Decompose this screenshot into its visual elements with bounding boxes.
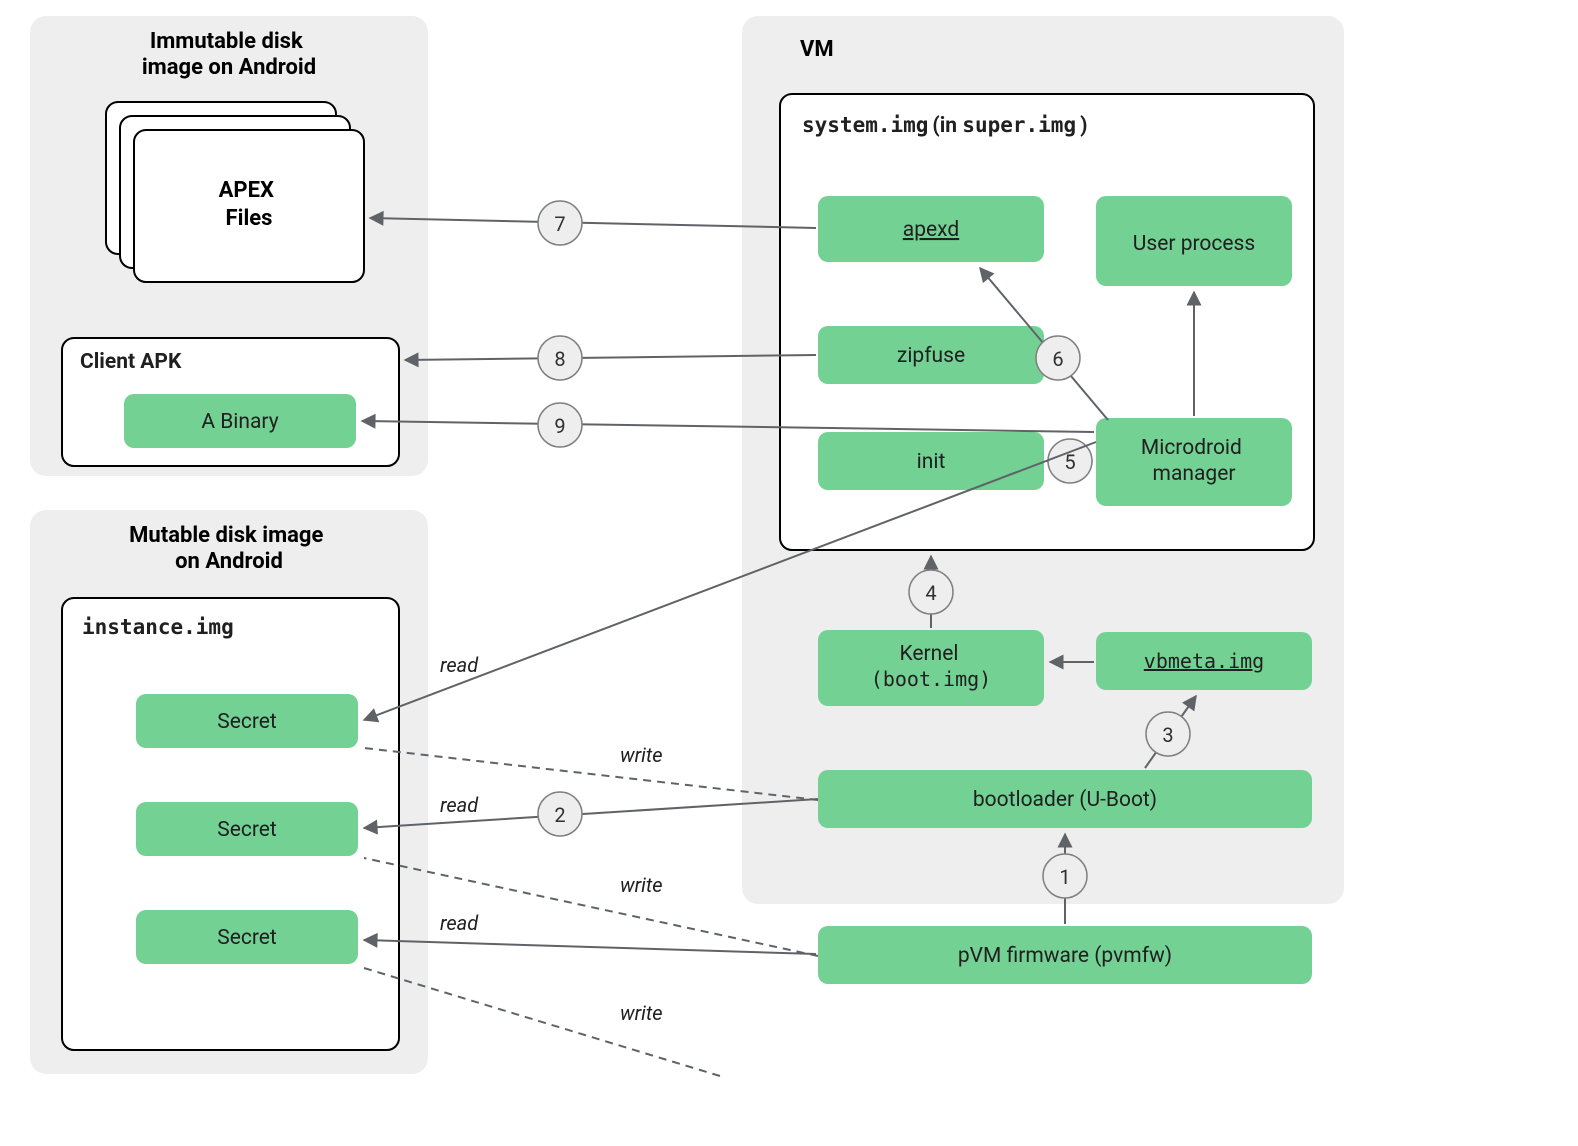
- secret1-label: Secret: [217, 710, 277, 734]
- system-img-label: system.img (in super.img ): [802, 113, 1087, 138]
- edge-write2-label: write: [620, 873, 663, 897]
- secret2-label: Secret: [217, 818, 277, 842]
- region-immutable-title: Immutable disk image on Android: [142, 29, 316, 80]
- step-1-label: 1: [1059, 865, 1070, 889]
- secret3-label: Secret: [217, 926, 277, 950]
- edge-pvmfw-secret3-label: read: [440, 911, 479, 935]
- edge-mgr-secret1-label: read: [440, 653, 479, 677]
- apex-files-stack: APEX Files: [106, 102, 364, 282]
- user-process-label: User process: [1133, 232, 1255, 256]
- instance-img-label: instance.img: [82, 615, 234, 639]
- apexd-label: apexd: [903, 218, 959, 242]
- edge-2-read-label: read: [440, 793, 479, 817]
- pvmfw-label: pVM firmware (pvmfw): [958, 944, 1172, 968]
- client-apk-label: Client APK: [80, 350, 182, 374]
- bootloader-label: bootloader (U-Boot): [973, 788, 1157, 812]
- init-label: init: [917, 450, 946, 474]
- step-8-label: 8: [554, 347, 565, 371]
- diagram-canvas: Immutable disk image on Android Mutable …: [0, 0, 1578, 1146]
- edge-write3-label: write: [620, 1001, 663, 1025]
- region-vm-title: VM: [800, 37, 834, 62]
- edge-pvmfw-secret3: [364, 940, 816, 954]
- zipfuse-label: zipfuse: [897, 344, 965, 368]
- step-2-label: 2: [554, 803, 565, 827]
- edge-write1-label: write: [620, 743, 663, 767]
- step-7-label: 7: [554, 212, 565, 236]
- step-6-label: 6: [1052, 347, 1063, 371]
- step-4-label: 4: [925, 581, 936, 605]
- step-9-label: 9: [554, 414, 565, 438]
- vbmeta-label: vbmeta.img: [1144, 649, 1264, 673]
- step-3-label: 3: [1162, 723, 1173, 747]
- a-binary-label: A Binary: [201, 410, 278, 434]
